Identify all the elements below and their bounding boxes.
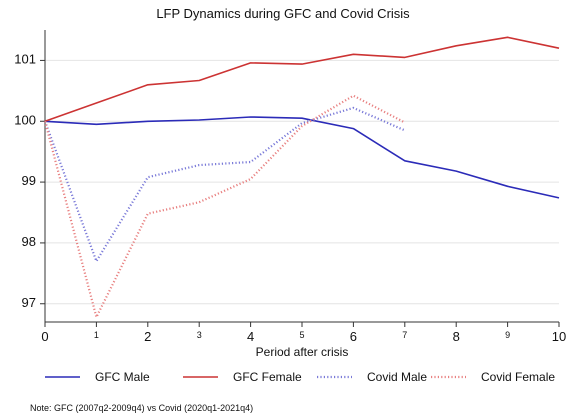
y-axis: 97 98 99 100 101 [14,30,46,322]
x-tick-label: 8 [453,329,460,344]
x-tick-label: 0 [41,329,48,344]
y-tick-label: 97 [22,295,36,310]
legend-label: Covid Female [481,370,555,384]
x-tick-label: 10 [552,329,566,344]
legend-label: GFC Male [95,370,150,384]
legend-item: Covid Male [317,370,427,384]
series-line-gfc-female [44,36,560,123]
series-line-gfc-male [44,116,560,199]
legend-label: GFC Female [233,370,302,384]
legend-item: Covid Female [431,370,555,384]
grid-lines [45,59,559,305]
plot-area: 97 98 99 100 101 0 1 2 3 4 5 6 7 8 9 10 [14,30,566,344]
series-line-covid-male [43,106,406,263]
legend-label: Covid Male [367,370,427,384]
y-tick-label: 101 [14,51,36,66]
x-tick-label: 3 [197,330,202,340]
chart-note: Note: GFC (2007q2-2009q4) vs Covid (2020… [30,403,253,413]
y-tick-label: 100 [14,112,36,127]
x-tick-label: 4 [247,329,254,344]
legend-item: GFC Male [45,370,150,384]
series-line-covid-female [43,94,406,319]
x-tick-label: 9 [505,330,510,340]
x-tick-label: 2 [144,329,151,344]
x-tick-label: 5 [299,330,304,340]
x-axis: 0 1 2 3 4 5 6 7 8 9 10 [41,321,566,344]
y-tick-label: 99 [22,173,36,188]
x-tick-label: 6 [350,329,357,344]
x-tick-label: 1 [94,330,99,340]
x-axis-title: Period after crisis [256,345,349,359]
y-tick-label: 98 [22,234,36,249]
series-lines [43,36,560,319]
chart-title: LFP Dynamics during GFC and Covid Crisis [156,6,410,21]
legend: GFC Male GFC Female Covid Male Covid Female [45,370,555,384]
legend-item: GFC Female [183,370,302,384]
x-tick-label: 7 [402,330,407,340]
